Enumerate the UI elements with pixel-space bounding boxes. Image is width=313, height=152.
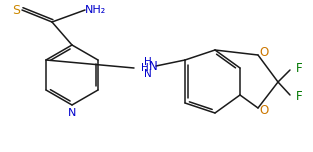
Text: NH₂: NH₂ (85, 5, 105, 15)
Text: O: O (259, 104, 269, 116)
Text: N: N (68, 108, 76, 118)
Text: S: S (12, 3, 20, 17)
Text: H
N: H N (144, 57, 152, 79)
Text: N: N (149, 59, 157, 73)
Text: F: F (296, 62, 302, 74)
Text: F: F (296, 90, 302, 104)
Text: O: O (259, 47, 269, 59)
Text: H: H (141, 63, 149, 73)
